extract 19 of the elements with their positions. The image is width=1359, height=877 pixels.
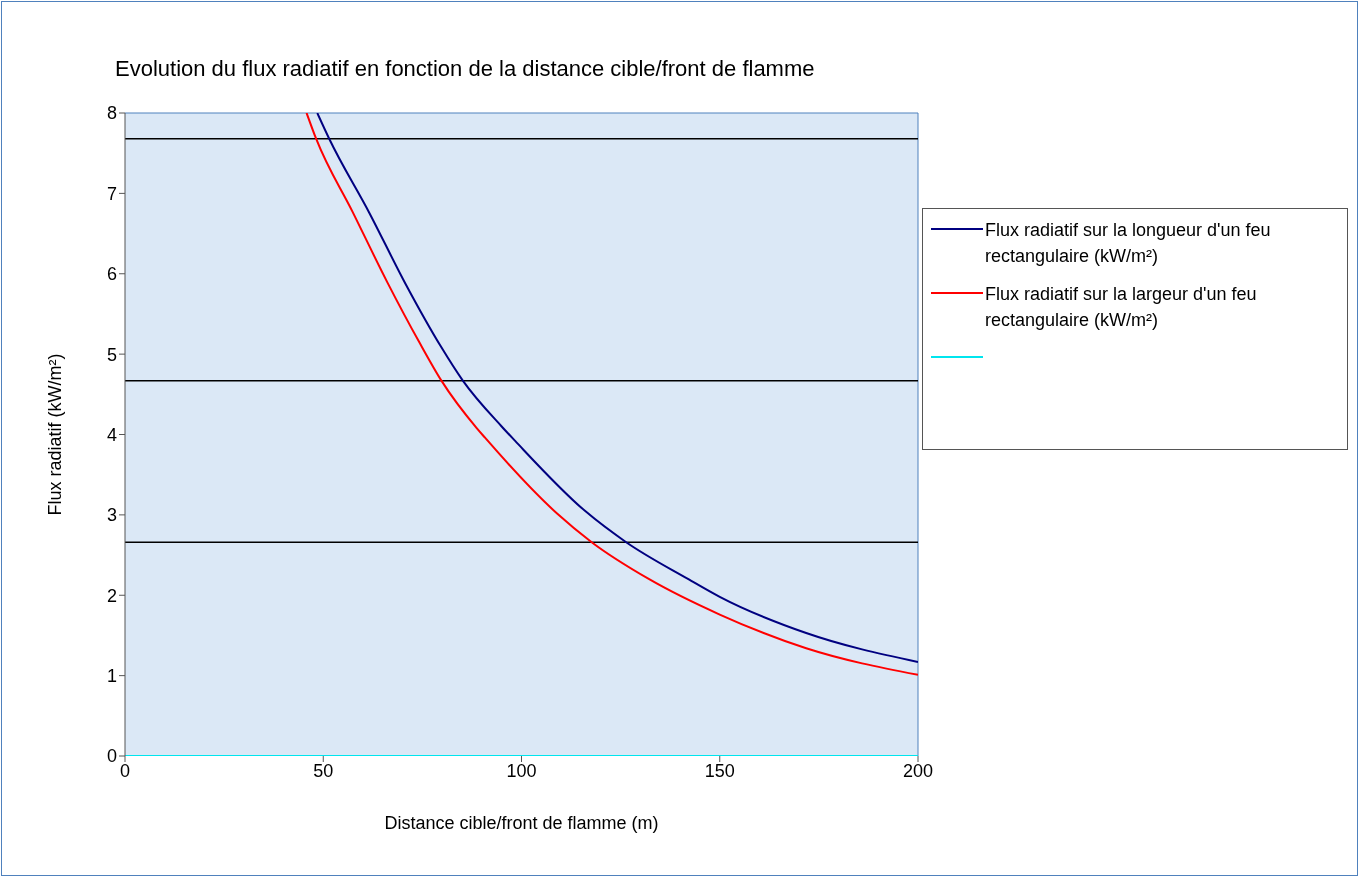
y-axis-title: Flux radiatif (kW/m²)	[45, 353, 66, 516]
y-tick-label: 3	[106, 505, 117, 526]
y-tick-label: 1	[106, 666, 117, 687]
legend-label: Flux radiatif sur la largeur d'un feu rectangulaire (kW/m²)	[985, 283, 1258, 332]
x-tick-label: 100	[506, 760, 537, 781]
x-tick-label: 200	[902, 760, 934, 781]
y-tick-label: 4	[106, 424, 117, 445]
y-tick-label: 6	[106, 264, 117, 285]
x-tick-label: 0	[119, 760, 131, 781]
y-tick-label: 7	[106, 183, 117, 204]
x-tick-label: 50	[313, 760, 334, 781]
legend-label: Flux radiatif sur la longueur d'un feu rectangulaire (kW/m²)	[985, 219, 1272, 268]
y-tick-label: 2	[106, 585, 117, 606]
chart-title: Evolution du flux radiatif en fonction de la distance cible/front de flamme	[115, 56, 815, 82]
x-tick-label: 150	[704, 760, 735, 781]
y-tick-label: 0	[106, 746, 117, 767]
y-tick-label: 5	[106, 344, 117, 365]
x-axis-title: Distance cible/front de flamme (m)	[384, 812, 659, 833]
y-tick-label: 8	[106, 103, 117, 124]
